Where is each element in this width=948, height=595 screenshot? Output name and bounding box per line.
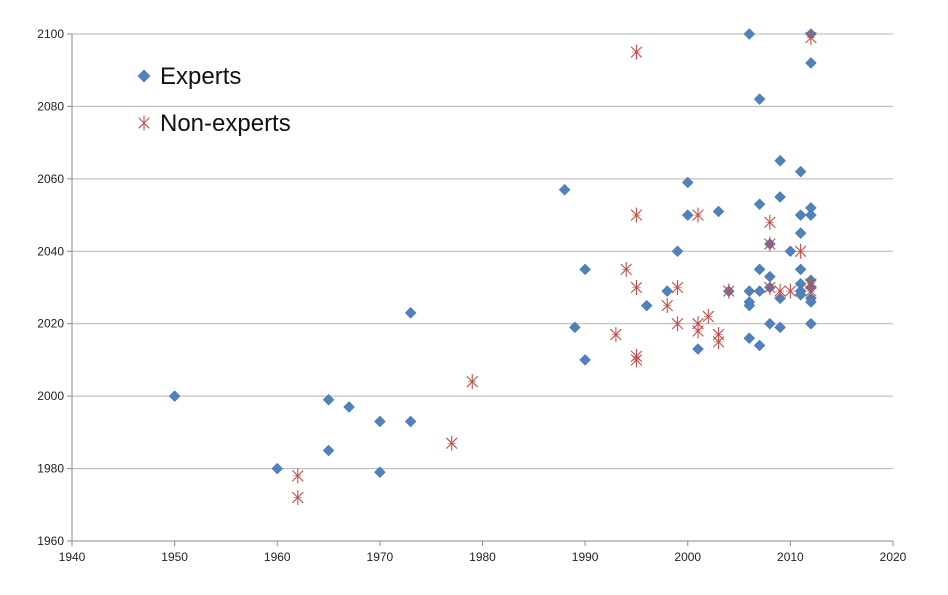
expert-point — [753, 198, 766, 211]
grid-layer — [72, 33, 893, 470]
expert-point — [794, 263, 807, 276]
expert-point — [671, 245, 684, 258]
expert-point — [343, 401, 355, 413]
non-expert-point — [692, 207, 704, 223]
tick-labels: 1960 1980 2000 2020 2040 2060 2080 2100 1940 1950… — [37, 27, 906, 564]
non-expert-point — [630, 280, 643, 295]
y-tick-label: 2040 — [37, 244, 64, 258]
expert-point — [681, 209, 694, 221]
expert-point — [374, 466, 386, 479]
non-expert-point — [805, 283, 817, 299]
non-expert-point — [671, 280, 684, 295]
y-tick-label: 2020 — [37, 317, 64, 331]
expert-point — [692, 343, 704, 355]
y-tick-label: 2080 — [37, 99, 64, 113]
non-expert-point — [702, 308, 715, 324]
non-expert-point — [630, 352, 643, 368]
legend: Experts Non-experts — [137, 63, 291, 137]
non-expert-point — [671, 316, 684, 332]
expert-point — [661, 285, 674, 297]
expert-point — [774, 154, 786, 167]
axis-layer — [67, 33, 894, 546]
legend-label-experts: Experts — [160, 63, 241, 90]
expert-point — [712, 205, 725, 218]
expert-point — [743, 332, 756, 345]
expert-point — [753, 285, 766, 297]
non-expert-point — [764, 236, 776, 252]
x-tick-label: 2020 — [880, 550, 907, 564]
non-expert-point — [794, 243, 807, 259]
expert-point — [640, 299, 653, 312]
y-tick-label: 2060 — [37, 172, 64, 186]
expert-point — [404, 306, 417, 319]
x-tick-label: 1940 — [59, 550, 86, 564]
expert-point — [743, 299, 756, 312]
expert-point — [322, 444, 335, 457]
expert-point — [569, 321, 581, 334]
y-tick-label: 2100 — [37, 27, 64, 41]
y-tick-label: 1980 — [37, 462, 64, 476]
x-tick-label: 1990 — [572, 550, 599, 564]
x-tick-label: 1960 — [264, 550, 291, 564]
non-expert-point — [764, 214, 776, 230]
expert-point — [743, 285, 756, 297]
expert-point — [753, 263, 766, 276]
non-expert-point — [764, 280, 776, 295]
non-expert-point — [784, 283, 797, 299]
expert-point — [743, 28, 756, 40]
y-tick-label: 1960 — [37, 534, 64, 548]
non-expert-point — [661, 298, 674, 314]
expert-point — [784, 245, 797, 258]
non-expert-point — [712, 334, 725, 350]
non-expert-point — [466, 374, 479, 390]
expert-point — [805, 296, 817, 308]
x-tick-label: 2010 — [777, 550, 804, 564]
expert-point — [404, 415, 417, 428]
expert-point — [805, 317, 817, 330]
legend-marker-non-experts — [138, 115, 150, 131]
y-tick-label: 2000 — [37, 389, 64, 403]
legend-item-experts: Experts — [137, 63, 241, 90]
expert-point — [805, 57, 817, 69]
expert-point — [579, 263, 591, 276]
expert-point — [794, 209, 807, 221]
expert-point — [322, 393, 335, 406]
expert-point — [374, 415, 386, 428]
expert-point — [763, 317, 776, 330]
x-tick-label: 1980 — [469, 550, 496, 564]
expert-point — [805, 209, 817, 221]
legend-label-non-experts: Non-experts — [160, 110, 291, 137]
x-tick-label: 1950 — [161, 550, 188, 564]
expert-point — [774, 321, 786, 334]
non-expert-point — [805, 30, 817, 46]
non-expert-point — [774, 283, 786, 299]
x-tick-label: 1970 — [367, 550, 394, 564]
expert-point — [753, 93, 766, 106]
expert-point — [794, 227, 807, 240]
non-expert-point — [630, 44, 643, 60]
expert-point — [168, 390, 181, 402]
legend-marker-experts — [137, 69, 151, 83]
non-expert-point — [723, 283, 735, 299]
expert-point — [681, 176, 694, 189]
expert-point — [794, 288, 807, 301]
expert-point — [774, 191, 786, 203]
expert-point — [753, 339, 766, 352]
expert-point — [794, 165, 807, 178]
x-tick-label: 2000 — [674, 550, 701, 564]
non-expert-point — [692, 323, 704, 339]
non-expert-point — [620, 261, 632, 277]
non-expert-point — [291, 468, 304, 484]
non-expert-point — [291, 490, 304, 506]
expert-point — [558, 183, 571, 196]
expert-point — [271, 462, 284, 475]
non-expert-point — [610, 327, 622, 343]
non-expert-point — [445, 435, 458, 451]
expert-point — [579, 354, 591, 366]
legend-item-non-experts: Non-experts — [138, 110, 291, 137]
data-points — [168, 28, 817, 506]
non-expert-point — [630, 207, 643, 223]
